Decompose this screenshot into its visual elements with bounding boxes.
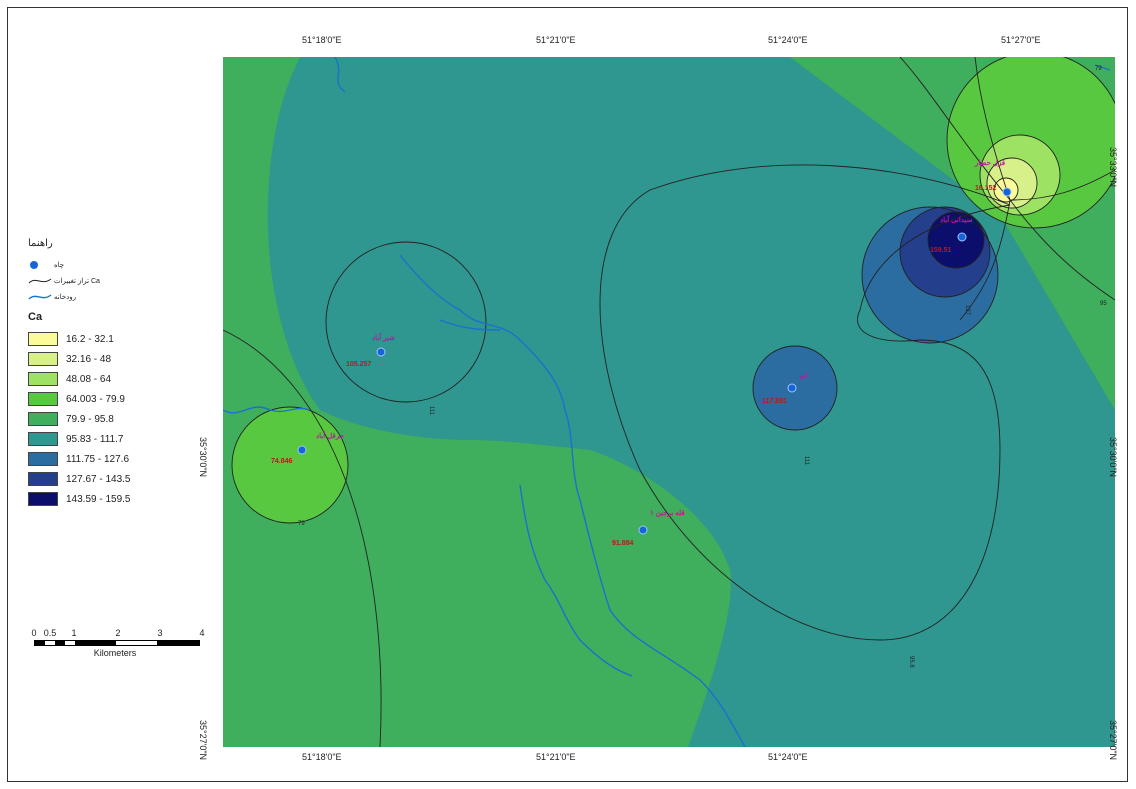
coord-right-2: 35°30'0"N	[1108, 436, 1119, 478]
station-name: شیر آباد	[372, 332, 395, 342]
legend-swatch	[28, 472, 58, 486]
scale-tick-label: 3	[157, 628, 163, 638]
legend-class-label: 111.75 - 127.6	[66, 453, 130, 465]
legend-class-row: 48.08 - 64	[28, 369, 218, 389]
svg-text:95: 95	[1100, 301, 1107, 307]
svg-text:95.8: 95.8	[908, 656, 914, 668]
coord-right-3: 35°27'0"N	[1108, 719, 1119, 761]
svg-text:79: 79	[298, 521, 305, 527]
well-point-icon[interactable]	[787, 383, 797, 393]
legend-class-label: 32.16 - 48	[66, 353, 112, 365]
legend-swatch	[28, 412, 58, 426]
coord-top-3: 51°24'0"E	[768, 35, 808, 45]
legend-swatch	[28, 492, 58, 506]
scale-tick-label: 4	[199, 628, 205, 638]
legend-class-row: 111.75 - 127.6	[28, 449, 218, 469]
legend-class-label: 95.83 - 111.7	[66, 433, 124, 445]
map-legend: راهنما چاه تراز تغییرات Ca رودخانه Ca 16…	[28, 238, 218, 509]
station-name: چرقل آباد	[316, 430, 344, 441]
station-name: قله برجین ۱	[650, 509, 685, 517]
station-value: 117.891	[762, 398, 787, 405]
legend-item-label: تراز تغییرات Ca	[54, 278, 100, 285]
station-name: اتو	[799, 372, 808, 380]
legend-class-label: 79.9 - 95.8	[66, 413, 114, 425]
scale-tick-label: 2	[115, 628, 121, 638]
station-value: 105.257	[346, 361, 371, 368]
legend-class-label: 143.59 - 159.5	[66, 493, 131, 505]
stations-layer: شیر آباد 105.257 چرقل آباد 74.846 قله برجین …	[271, 159, 1012, 547]
scale-tick-label: 0.5	[43, 628, 57, 638]
well-point-icon[interactable]	[638, 525, 648, 535]
well-point-icon	[30, 261, 38, 269]
zone-143-159	[928, 212, 984, 268]
svg-text:127: 127	[964, 305, 970, 316]
coord-top-4: 51°27'0"E	[1001, 35, 1041, 45]
legend-class-label: 64.003 - 79.9	[66, 393, 125, 405]
legend-class-row: 64.003 - 79.9	[28, 389, 218, 409]
legend-swatch	[28, 432, 58, 446]
rivers	[223, 57, 1111, 747]
station-name: قزل حصار	[974, 159, 1005, 167]
legend-swatch	[28, 392, 58, 406]
river-line-icon	[28, 294, 52, 300]
well-point-icon[interactable]	[1002, 187, 1012, 197]
coord-right-1: 35°33'0"N	[1108, 146, 1119, 188]
legend-item-label: رودخانه	[54, 294, 77, 301]
legend-class-row: 95.83 - 111.7	[28, 429, 218, 449]
legend-class-row: 32.16 - 48	[28, 349, 218, 369]
scale-bar-graphic	[34, 640, 200, 646]
scale-ticks: 0 0.5 1 2 3 4	[30, 628, 210, 640]
map-layers: 111 111 95.8 127 79 95 79	[223, 57, 1115, 747]
coord-bottom-1: 51°18'0"E	[302, 752, 342, 762]
legend-item-isoline: تراز تغییرات Ca	[28, 273, 218, 289]
station-value: 74.846	[271, 458, 293, 465]
legend-item-river: رودخانه	[28, 289, 218, 305]
legend-class-row: 16.2 - 32.1	[28, 329, 218, 349]
station-value: 16.152	[975, 185, 997, 192]
well-point-icon[interactable]	[957, 232, 967, 242]
coord-left-2: 35°27'0"N	[198, 719, 209, 761]
legend-swatch	[28, 352, 58, 366]
contour-lines	[223, 57, 1115, 747]
scale-bar: 0 0.5 1 2 3 4 Kilometers	[30, 628, 210, 658]
station-name: سیدانی آباد	[940, 214, 973, 224]
legend-class-row: 127.67 - 143.5	[28, 469, 218, 489]
coord-top-2: 51°21'0"E	[536, 35, 576, 45]
coord-bottom-3: 51°24'0"E	[768, 752, 808, 762]
scale-caption: Kilometers	[93, 648, 137, 658]
well-point-icon[interactable]	[376, 347, 386, 357]
isoline-icon	[28, 278, 52, 284]
legend-ca-title: Ca	[28, 311, 43, 323]
svg-text:111: 111	[428, 406, 434, 416]
station-value: 159.51	[930, 247, 952, 254]
well-point-icon[interactable]	[297, 445, 307, 455]
legend-classes: 16.2 - 32.1 32.16 - 48 48.08 - 64 64.003 - …	[28, 329, 218, 509]
legend-class-row: 143.59 - 159.5	[28, 489, 218, 509]
scale-tick-label: 0	[31, 628, 37, 638]
svg-text:79: 79	[1095, 66, 1102, 72]
coord-bottom-2: 51°21'0"E	[536, 752, 576, 762]
scale-tick-label: 1	[71, 628, 77, 638]
legend-title: راهنما	[28, 238, 53, 249]
coord-top-1: 51°18'0"E	[302, 35, 342, 45]
legend-swatch	[28, 372, 58, 386]
legend-class-label: 16.2 - 32.1	[66, 333, 114, 345]
map-frame	[7, 7, 1128, 782]
station-value: 91.884	[612, 540, 634, 547]
legend-swatch	[28, 332, 58, 346]
legend-class-label: 127.67 - 143.5	[66, 473, 131, 485]
legend-item-label: چاه	[54, 262, 65, 269]
legend-class-row: 79.9 - 95.8	[28, 409, 218, 429]
zone-64-79-west	[232, 407, 348, 523]
legend-item-well: چاه	[28, 257, 218, 273]
legend-class-label: 48.08 - 64	[66, 373, 112, 385]
svg-text:111: 111	[803, 456, 809, 466]
legend-swatch	[28, 452, 58, 466]
